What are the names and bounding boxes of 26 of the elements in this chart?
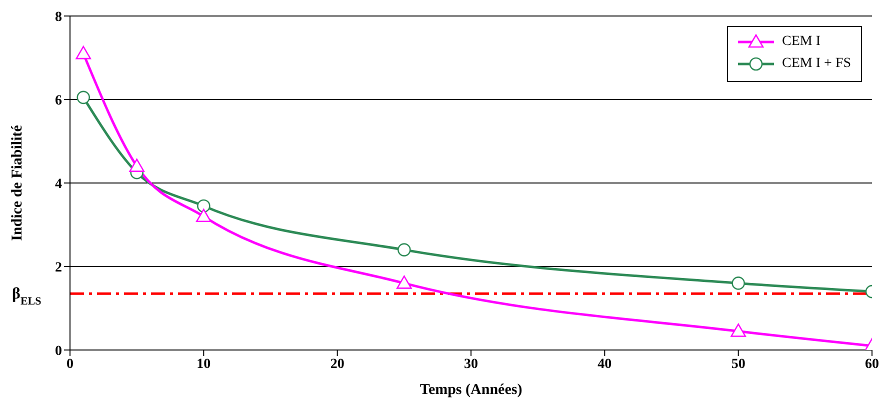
y-tick-label: 2	[55, 260, 62, 276]
point	[732, 276, 745, 290]
x-tick-label: 40	[598, 356, 612, 372]
y-tick-label: 6	[55, 93, 62, 108]
y-axis-title: Indice de Fiabilité	[9, 124, 26, 241]
x-tick-label: 10	[196, 356, 211, 372]
ref-line-label: β$_{ELS}$	[12, 286, 42, 308]
y-tick-label: 0	[55, 344, 62, 359]
x-tick-label: 0	[66, 356, 74, 372]
point	[396, 276, 412, 289]
x-axis-title: Temps (Années)	[420, 382, 522, 398]
point	[398, 243, 411, 256]
legend-label: CEM I	[782, 33, 821, 51]
point	[196, 208, 212, 222]
x-tick-label: 30	[464, 356, 478, 372]
legend-label: CEM I + FS	[782, 55, 851, 73]
x-tick-label: 50	[731, 356, 746, 372]
point	[76, 90, 90, 104]
x-tick-label: 20	[330, 356, 344, 372]
point	[730, 324, 746, 337]
x-tick-label: 60	[865, 356, 879, 372]
point	[76, 46, 92, 60]
y-tick-label: 4	[55, 176, 62, 192]
y-tick-label: 8	[55, 10, 62, 25]
point	[129, 158, 144, 172]
point	[197, 199, 210, 213]
